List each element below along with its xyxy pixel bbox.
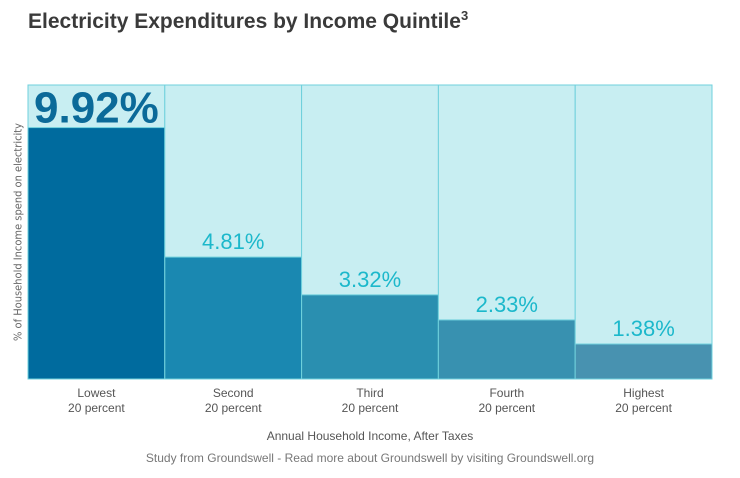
data-label: 3.32% bbox=[339, 267, 401, 292]
x-tick-label: Second bbox=[213, 386, 254, 400]
bar bbox=[437, 319, 576, 380]
x-tick-label: 20 percent bbox=[615, 401, 672, 415]
bar bbox=[27, 127, 166, 380]
data-label: 2.33% bbox=[476, 292, 538, 317]
bar bbox=[574, 343, 713, 380]
source-note: Study from Groundswell - Read more about… bbox=[145, 451, 595, 465]
data-label: 4.81% bbox=[202, 229, 264, 254]
x-tick-label: Fourth bbox=[489, 386, 524, 400]
title-text: Electricity Expenditures by Income Quint… bbox=[28, 10, 461, 33]
x-axis-label: Annual Household Income, After Taxes bbox=[266, 429, 474, 443]
x-tick-label: Lowest bbox=[77, 386, 116, 400]
data-label: 1.38% bbox=[612, 316, 674, 341]
column-background bbox=[574, 84, 713, 380]
x-tick-label: Third bbox=[356, 386, 383, 400]
footnote-marker: 3 bbox=[460, 8, 469, 23]
bar bbox=[164, 256, 303, 380]
x-tick-label: 20 percent bbox=[205, 401, 262, 415]
data-label: 9.92% bbox=[34, 84, 159, 133]
bar bbox=[301, 294, 439, 380]
x-tick-label: Highest bbox=[623, 386, 664, 400]
chart-title: Electricity Expenditures by Income Quint… bbox=[28, 8, 468, 34]
x-tick-label: 20 percent bbox=[478, 401, 535, 415]
x-tick-label: 20 percent bbox=[68, 401, 125, 415]
x-tick-label: 20 percent bbox=[342, 401, 399, 415]
